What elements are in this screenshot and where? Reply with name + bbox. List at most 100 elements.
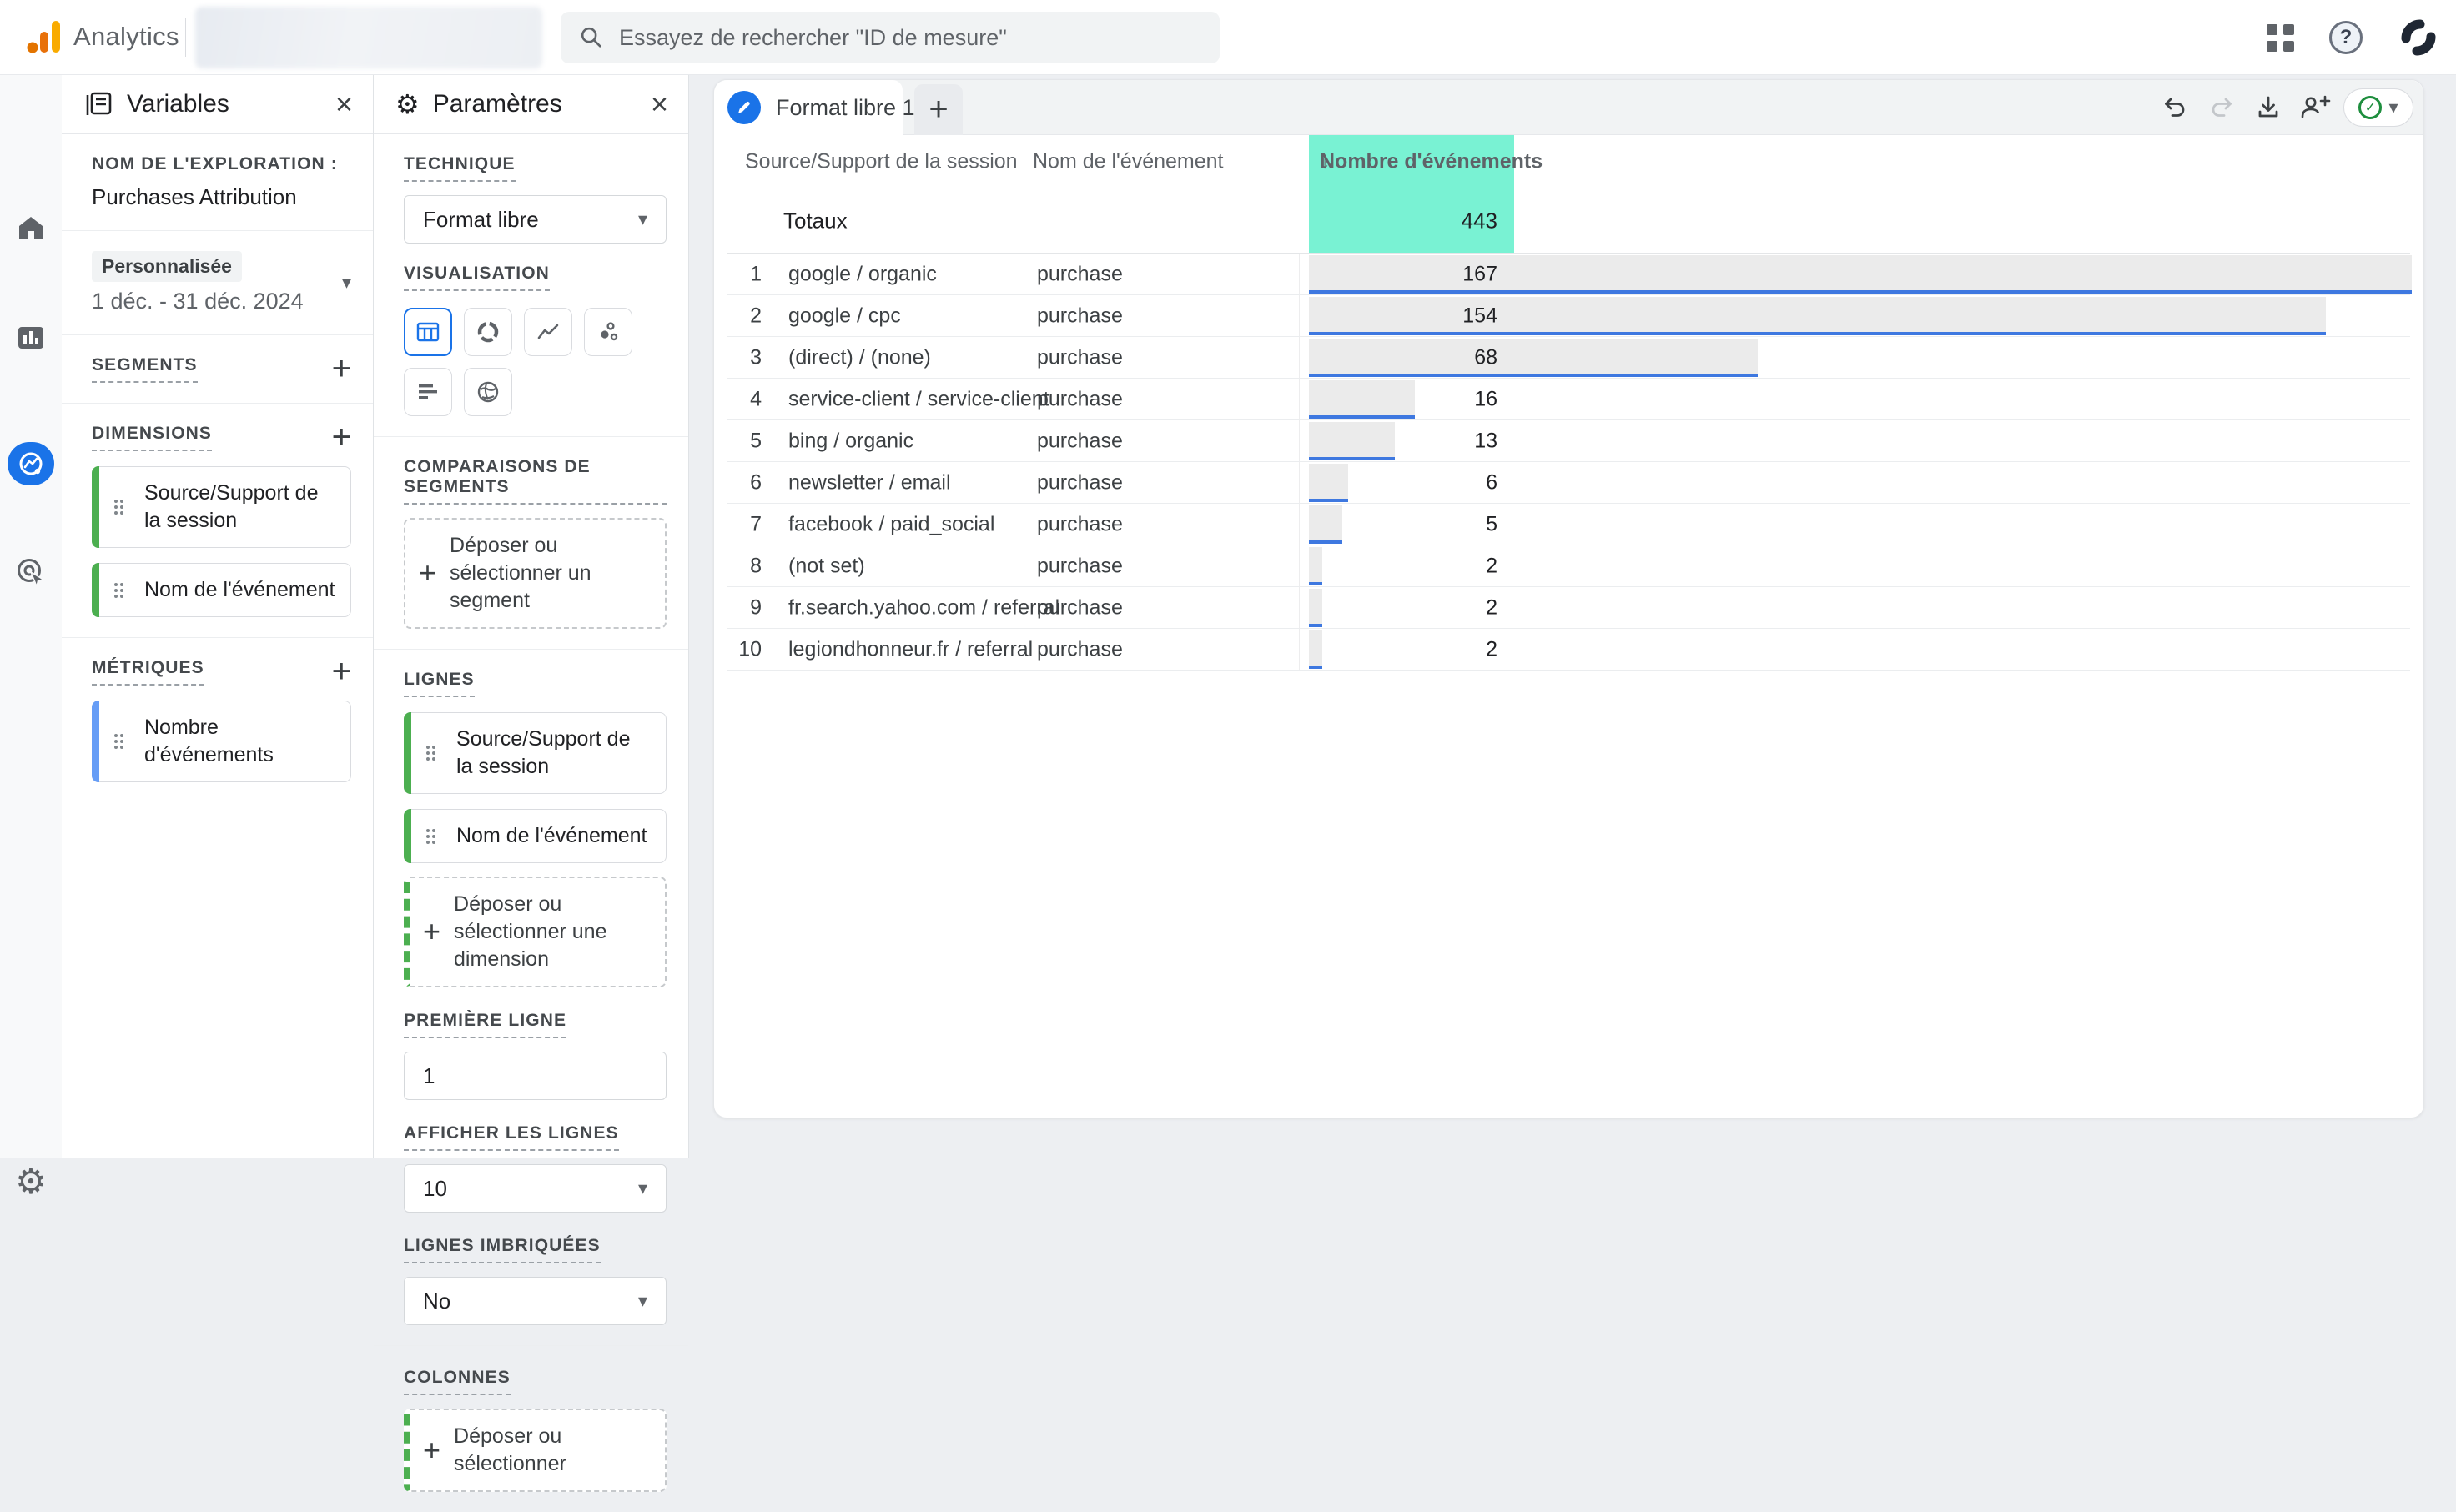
nav-home[interactable]: [0, 212, 62, 244]
exploration-canvas: Format libre 1 ▾ +: [713, 79, 2424, 1118]
row-event: purchase: [1037, 387, 1123, 411]
date-range-value: 1 déc. - 31 déc. 2024: [92, 289, 304, 314]
canvas-toolbar: ✓ ▾: [2157, 80, 2413, 135]
metric-chip[interactable]: Nombre d'événements: [92, 701, 351, 782]
table-row[interactable]: 8 (not set) purchase 2: [727, 545, 2410, 587]
technique-label: TECHNIQUE: [404, 154, 516, 182]
analytics-logo-icon: [25, 18, 62, 55]
close-settings-button[interactable]: ×: [651, 89, 668, 119]
row-rank: 1: [727, 262, 762, 286]
bar-chart-icon: [415, 379, 441, 405]
add-metric-button[interactable]: +: [332, 658, 351, 685]
exploration-name-block: NOM DE L'EXPLORATION : Purchases Attribu…: [62, 134, 373, 231]
nav-advertising[interactable]: [0, 555, 62, 589]
dimension-chip-label: Nom de l'événement: [144, 578, 335, 601]
table-row[interactable]: 3 (direct) / (none) purchase 68: [727, 337, 2410, 379]
columns-drop-label: Déposer ou sélectionner: [454, 1423, 646, 1478]
drag-handle-icon[interactable]: [114, 734, 123, 749]
tab-label: Format libre 1: [776, 95, 915, 121]
row-dimension-chip[interactable]: Source/Support de la session: [404, 712, 667, 794]
redo-button[interactable]: [2203, 89, 2240, 126]
first-row-input[interactable]: 1: [404, 1052, 667, 1100]
dimension-chip[interactable]: Nom de l'événement: [92, 563, 351, 617]
drag-handle-icon[interactable]: [114, 500, 123, 515]
explore-icon: [16, 449, 46, 479]
avatar[interactable]: [2398, 17, 2439, 58]
diagnostics-grid-icon[interactable]: [2267, 24, 2294, 52]
tab-strip: Format libre 1 ▾ +: [714, 80, 2423, 135]
table-row[interactable]: 4 service-client / service-client purcha…: [727, 379, 2410, 420]
metric-chip-label: Nombre d'événements: [144, 716, 274, 766]
viz-bar-button[interactable]: [404, 368, 452, 416]
date-range-block[interactable]: Personnalisée 1 déc. - 31 déc. 2024 ▾: [62, 231, 373, 335]
table-row[interactable]: 10 legiondhonneur.fr / referral purchase…: [727, 629, 2410, 671]
table-row[interactable]: 6 newsletter / email purchase 6: [727, 462, 2410, 504]
viz-scatter-button[interactable]: [584, 308, 632, 356]
close-variables-button[interactable]: ×: [335, 89, 353, 119]
segment-comparisons-section: COMPARAISONS DE SEGMENTS + Déposer ou sé…: [374, 437, 688, 650]
row-dimension-chip[interactable]: Nom de l'événement: [404, 809, 667, 863]
drag-handle-icon[interactable]: [114, 583, 123, 598]
show-rows-value: 10: [423, 1176, 447, 1202]
column-header-event[interactable]: Nom de l'événement: [1033, 149, 1224, 173]
share-add-user-button[interactable]: [2297, 89, 2333, 126]
row-rank: 10: [727, 637, 762, 661]
viz-geo-button[interactable]: [464, 368, 512, 416]
nested-rows-select[interactable]: No ▾: [404, 1277, 667, 1325]
analytics-logo[interactable]: Analytics: [25, 18, 179, 55]
add-tab-button[interactable]: +: [914, 84, 963, 135]
viz-donut-button[interactable]: [464, 308, 512, 356]
columns-drop-zone[interactable]: + Déposer ou sélectionner: [404, 1409, 667, 1492]
viz-table-button[interactable]: [404, 308, 452, 356]
nav-explore-active[interactable]: [8, 442, 54, 485]
drag-handle-icon[interactable]: [426, 829, 435, 844]
geo-map-icon: [475, 379, 501, 405]
download-button[interactable]: [2250, 89, 2287, 126]
dimension-drop-label: Déposer ou sélectionner une dimension: [454, 891, 646, 973]
row-event: purchase: [1037, 595, 1123, 620]
drag-handle-icon[interactable]: [426, 746, 435, 761]
add-segment-button[interactable]: +: [332, 355, 351, 382]
scatter-chart-icon: [595, 319, 622, 345]
nested-rows-label: LIGNES IMBRIQUÉES: [404, 1236, 601, 1263]
rows-section: LIGNES Source/Support de la session Nom …: [374, 650, 688, 1345]
undo-button[interactable]: [2157, 89, 2193, 126]
table-row[interactable]: 1 google / organic purchase 167: [727, 254, 2410, 295]
dimension-chip-label: Source/Support de la session: [144, 481, 318, 532]
gear-icon: ⚙: [15, 1164, 47, 1199]
help-icon[interactable]: ?: [2329, 21, 2363, 54]
show-rows-select[interactable]: 10 ▾: [404, 1164, 667, 1213]
segment-drop-zone[interactable]: + Déposer ou sélectionner un segment: [404, 518, 667, 629]
viz-line-button[interactable]: [524, 308, 572, 356]
dimension-chip[interactable]: Source/Support de la session: [92, 466, 351, 548]
table-row[interactable]: 9 fr.search.yahoo.com / referral purchas…: [727, 587, 2410, 629]
check-circle-icon: ✓: [2358, 96, 2382, 119]
technique-value: Format libre: [423, 207, 539, 233]
exploration-name-value[interactable]: Purchases Attribution: [92, 184, 351, 210]
table-row[interactable]: 7 facebook / paid_social purchase 5: [727, 504, 2410, 545]
column-header-source[interactable]: Source/Support de la session: [745, 149, 1018, 173]
row-source: facebook / paid_social: [788, 512, 994, 536]
saved-status-button[interactable]: ✓ ▾: [2343, 88, 2413, 127]
redo-icon: [2207, 93, 2236, 122]
technique-select[interactable]: Format libre ▾: [404, 195, 667, 244]
metrics-label: MÉTRIQUES: [92, 658, 204, 686]
account-selector-redacted[interactable]: [195, 7, 542, 68]
global-search[interactable]: [561, 12, 1220, 63]
variables-icon: [83, 89, 113, 119]
settings-title: Paramètres: [433, 90, 637, 118]
row-rank: 4: [727, 387, 762, 411]
search-input[interactable]: [619, 25, 1201, 51]
dimension-drop-zone[interactable]: + Déposer ou sélectionner une dimension: [404, 877, 667, 987]
table-row[interactable]: 2 google / cpc purchase 154: [727, 295, 2410, 337]
table-row[interactable]: 5 bing / organic purchase 13: [727, 420, 2410, 462]
chevron-down-icon: ▾: [638, 1290, 647, 1312]
tab-format-libre-1[interactable]: Format libre 1 ▾: [714, 80, 903, 135]
segment-drop-label: Déposer ou sélectionner un segment: [450, 532, 642, 615]
add-dimension-button[interactable]: +: [332, 424, 351, 450]
nav-reports[interactable]: [0, 322, 62, 354]
row-event: purchase: [1037, 554, 1123, 578]
technique-section: TECHNIQUE Format libre ▾: [374, 134, 688, 249]
visualisation-label: VISUALISATION: [404, 264, 550, 291]
nav-admin[interactable]: ⚙: [0, 1164, 62, 1199]
